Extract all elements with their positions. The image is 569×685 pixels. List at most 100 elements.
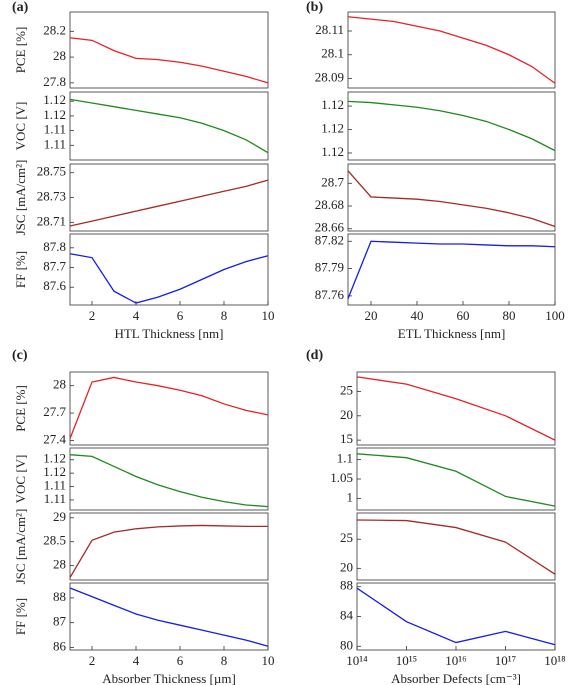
data-line bbox=[69, 524, 268, 578]
plot-frame bbox=[69, 447, 269, 511]
x-tick-label: 40 bbox=[411, 308, 424, 323]
y-tick-label: 87.8 bbox=[43, 239, 66, 254]
y-tick-label: 88 bbox=[340, 578, 353, 593]
y-tick-label: 20 bbox=[340, 559, 353, 574]
data-line bbox=[356, 376, 556, 441]
x-tick-label: 10¹⁸ bbox=[544, 653, 566, 668]
y-tick-label: 28 bbox=[53, 557, 66, 572]
data-line bbox=[356, 587, 556, 646]
x-axis-label: HTL Thickness [nm] bbox=[114, 326, 223, 341]
plot-frame bbox=[356, 582, 556, 651]
y-tick-label: 28.75 bbox=[37, 164, 66, 179]
panel-label: (b) bbox=[306, 0, 323, 15]
x-tick-label: 6 bbox=[177, 653, 184, 668]
x-tick-label: 60 bbox=[457, 308, 470, 323]
y-tick-label: 1 bbox=[347, 489, 354, 504]
plot-frame bbox=[69, 11, 269, 89]
x-axis-label: Absorber Defects [cm⁻³] bbox=[391, 671, 521, 685]
y-tick-label: 1.12 bbox=[43, 92, 66, 107]
y-axis-label: VOC [V] bbox=[13, 102, 28, 151]
plot-frame bbox=[69, 233, 269, 306]
plot-frame bbox=[347, 163, 556, 232]
x-axis-label: ETL Thickness [nm] bbox=[398, 326, 506, 341]
y-tick-label: 25 bbox=[340, 530, 353, 545]
y-tick-label: 1.11 bbox=[44, 136, 66, 151]
plot-frame bbox=[347, 91, 556, 161]
y-tick-label: 27.8 bbox=[43, 74, 66, 89]
plot-frame bbox=[69, 91, 269, 161]
y-tick-label: 87.6 bbox=[43, 278, 66, 293]
x-tick-label: 2 bbox=[89, 308, 96, 323]
y-tick-label: 28.2 bbox=[43, 22, 66, 37]
y-tick-label: 88 bbox=[53, 589, 66, 604]
data-line bbox=[356, 519, 556, 575]
y-tick-label: 1.12 bbox=[43, 464, 66, 479]
plot-frame bbox=[69, 512, 269, 581]
x-tick-label: 8 bbox=[221, 653, 228, 668]
x-tick-label: 6 bbox=[177, 308, 184, 323]
y-axis-label: FF [%] bbox=[13, 598, 28, 635]
y-tick-label: 1.11 bbox=[44, 478, 66, 493]
data-line bbox=[69, 98, 269, 154]
y-tick-label: 1.12 bbox=[321, 121, 344, 136]
data-line bbox=[69, 179, 269, 227]
data-line bbox=[69, 454, 269, 508]
y-tick-label: 29 bbox=[53, 509, 66, 524]
plot-frame bbox=[69, 582, 269, 651]
panel-label: (c) bbox=[12, 348, 28, 363]
y-tick-label: 1.05 bbox=[330, 470, 353, 485]
y-tick-label: 87.82 bbox=[315, 232, 344, 247]
panel-label: (a) bbox=[12, 0, 29, 15]
y-tick-label: 1.1 bbox=[337, 451, 353, 466]
y-tick-label: 27.7 bbox=[43, 404, 66, 419]
data-line bbox=[347, 240, 556, 299]
y-axis-label: JSC [mA/cm²] bbox=[13, 160, 28, 236]
panel-label: (d) bbox=[306, 348, 323, 363]
plot-frame bbox=[69, 371, 269, 446]
y-tick-label: 20 bbox=[340, 407, 353, 422]
y-tick-label: 87.76 bbox=[315, 287, 345, 302]
data-line bbox=[347, 16, 556, 84]
y-tick-label: 28.66 bbox=[315, 220, 345, 235]
x-tick-label: 10 bbox=[262, 653, 275, 668]
x-tick-label: 100 bbox=[545, 308, 565, 323]
data-line bbox=[69, 253, 269, 304]
y-tick-label: 27.4 bbox=[43, 431, 66, 446]
y-tick-label: 86 bbox=[53, 639, 67, 654]
x-tick-label: 10 bbox=[262, 308, 275, 323]
y-tick-label: 1.12 bbox=[43, 451, 66, 466]
y-tick-label: 80 bbox=[340, 637, 353, 652]
y-tick-label: 15 bbox=[340, 431, 353, 446]
y-tick-label: 1.12 bbox=[321, 144, 344, 159]
x-axis-label: Absorber Thickness [µm] bbox=[102, 671, 236, 685]
y-tick-label: 28.1 bbox=[321, 46, 344, 61]
y-axis-label: PCE [%] bbox=[13, 27, 28, 74]
y-tick-label: 1.11 bbox=[44, 491, 66, 506]
y-tick-label: 28.7 bbox=[321, 174, 344, 189]
x-tick-label: 10¹⁴ bbox=[346, 653, 368, 668]
plot-frame bbox=[347, 233, 556, 306]
y-tick-label: 28.73 bbox=[37, 188, 66, 203]
y-tick-label: 28.09 bbox=[315, 69, 344, 84]
x-tick-label: 10¹⁵ bbox=[396, 653, 417, 668]
x-tick-label: 20 bbox=[365, 308, 378, 323]
y-tick-label: 28.11 bbox=[315, 22, 344, 37]
y-tick-label: 28.5 bbox=[43, 533, 66, 548]
y-tick-label: 28 bbox=[53, 377, 66, 392]
y-tick-label: 25 bbox=[340, 382, 353, 397]
y-tick-label: 28.68 bbox=[315, 197, 344, 212]
y-tick-label: 1.11 bbox=[44, 122, 66, 137]
plot-frame bbox=[356, 512, 556, 581]
data-line bbox=[356, 453, 556, 507]
y-tick-label: 87.79 bbox=[315, 260, 344, 275]
plot-frame bbox=[347, 11, 556, 89]
data-line bbox=[347, 170, 556, 228]
y-axis-label: PCE [%] bbox=[13, 385, 28, 432]
y-axis-label: JSC [mA/cm²] bbox=[13, 509, 28, 585]
x-tick-label: 4 bbox=[133, 308, 140, 323]
x-tick-label: 8 bbox=[221, 308, 228, 323]
x-tick-label: 10¹⁷ bbox=[495, 653, 516, 668]
y-axis-label: FF [%] bbox=[13, 251, 28, 288]
plot-frame bbox=[69, 163, 269, 232]
